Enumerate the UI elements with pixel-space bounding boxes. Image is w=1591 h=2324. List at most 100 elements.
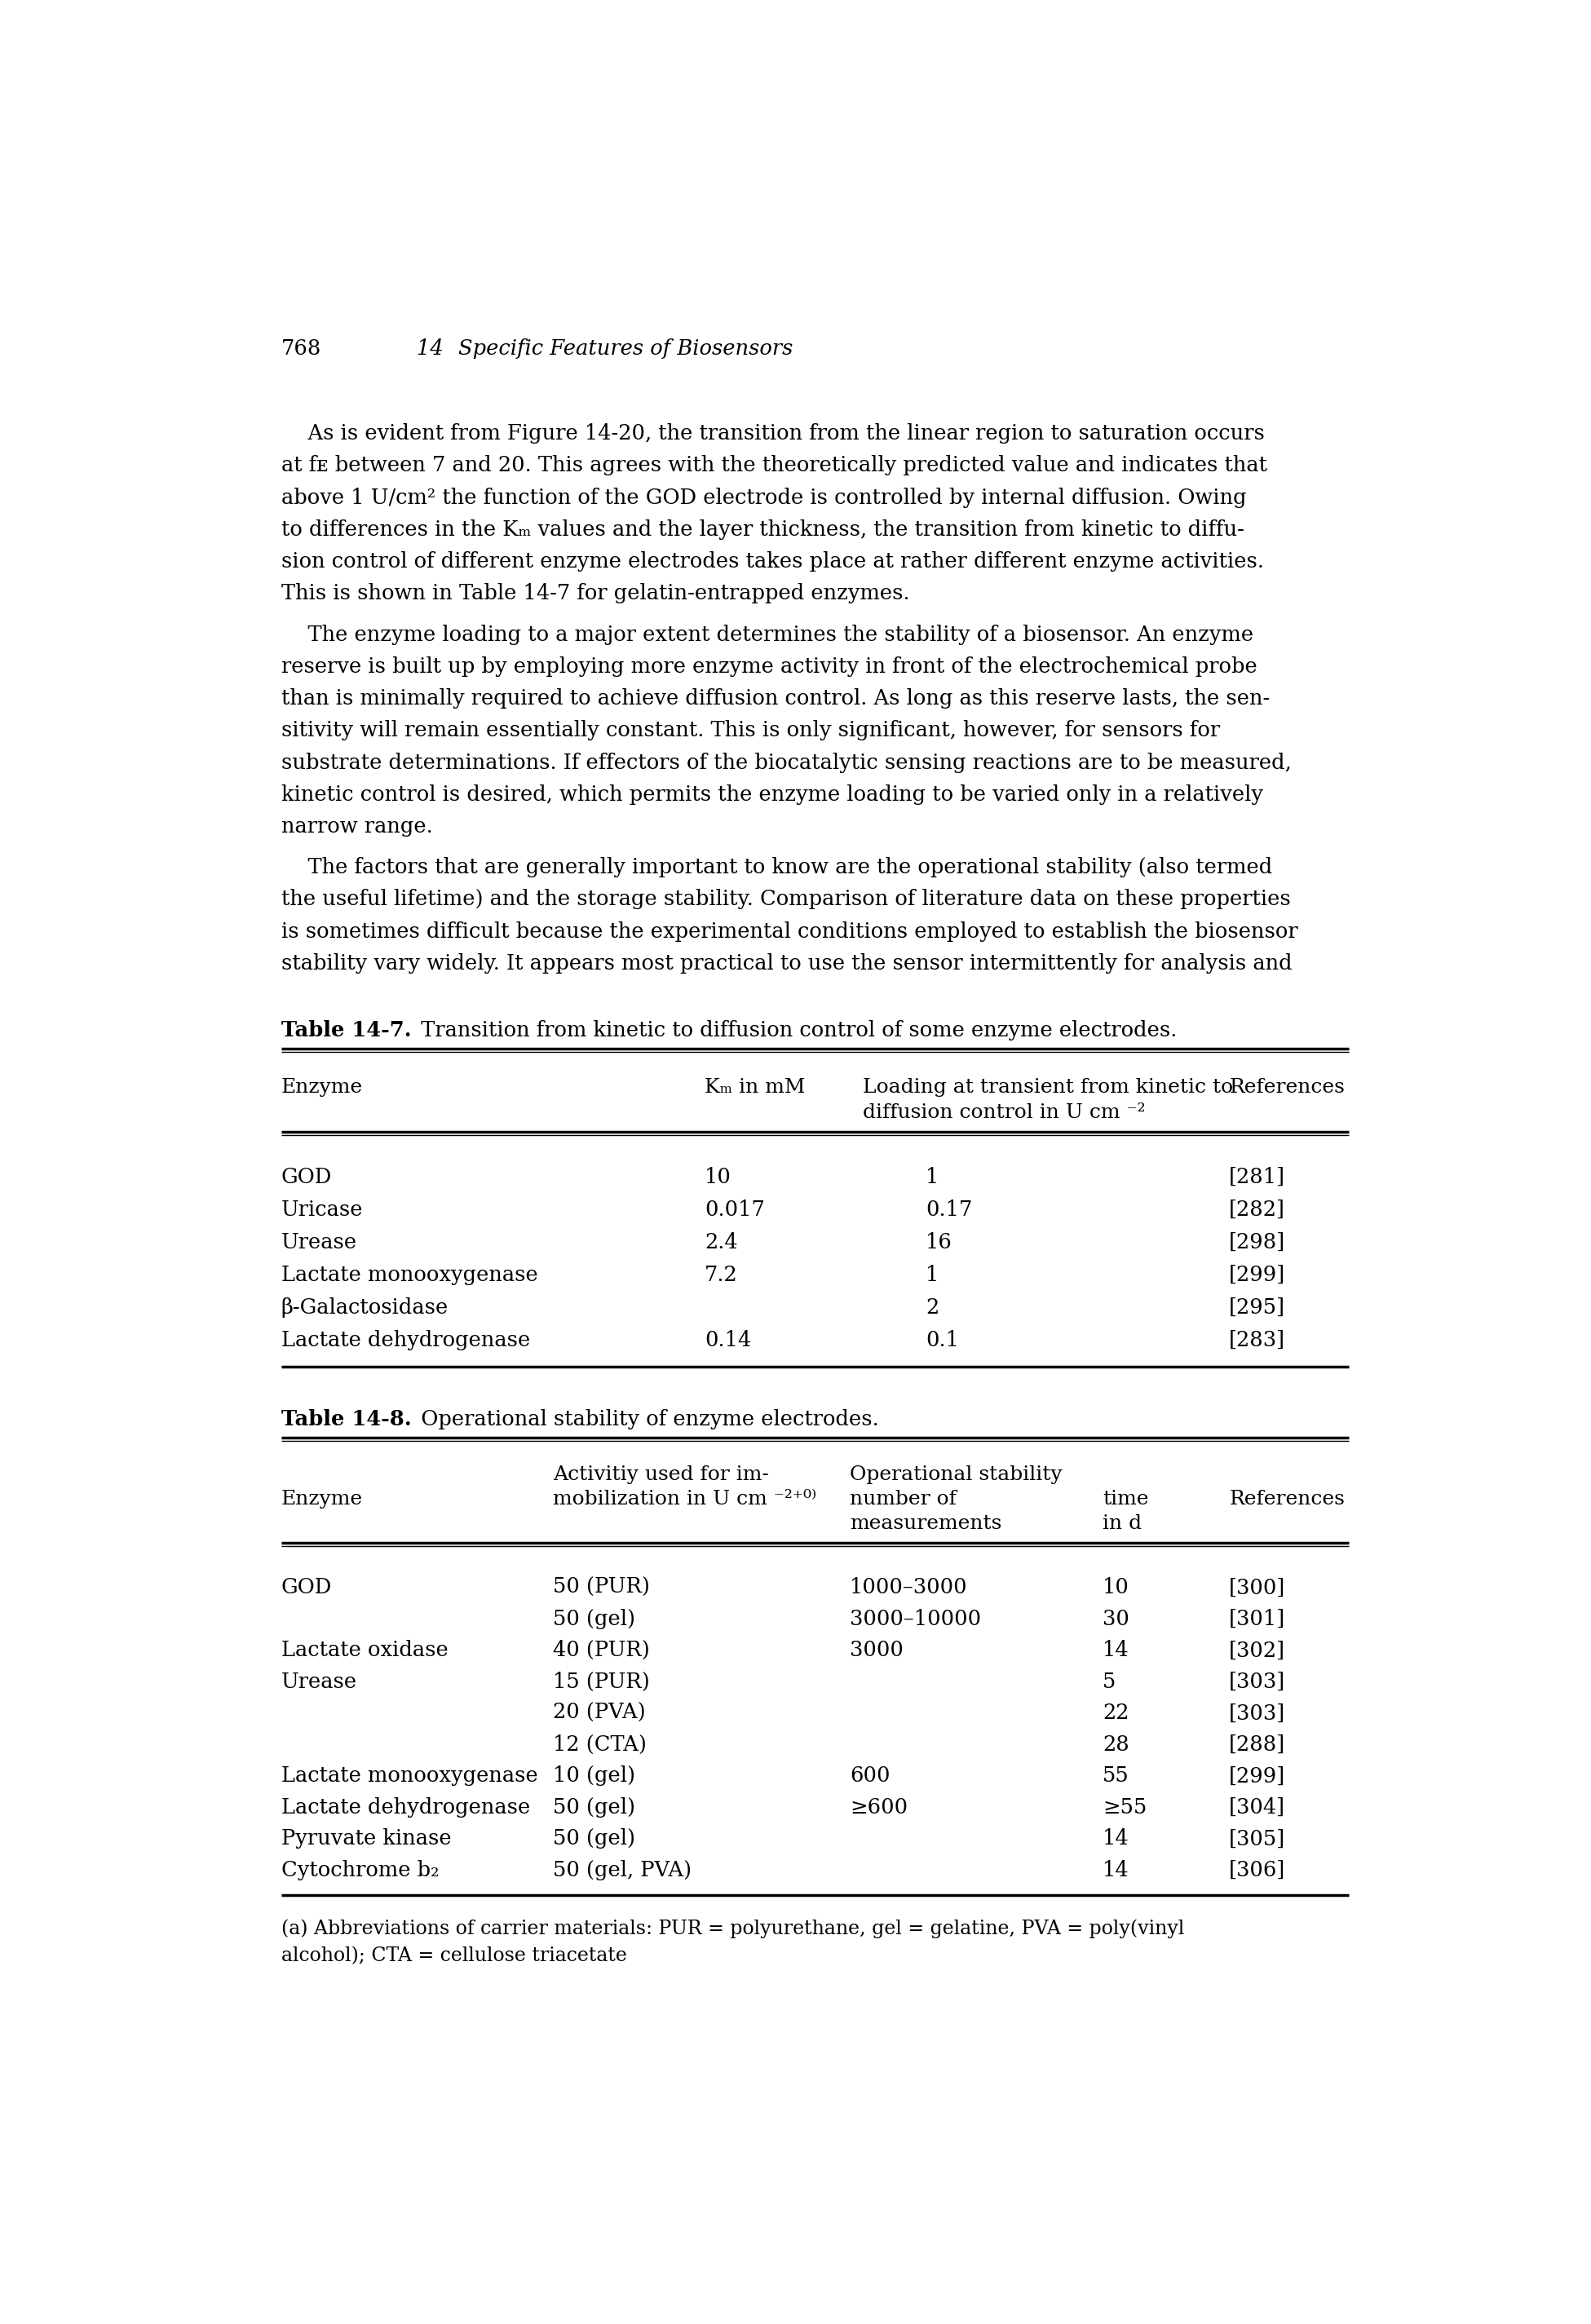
Text: Urease: Urease xyxy=(282,1671,356,1692)
Text: kinetic control is desired, which permits the enzyme loading to be varied only i: kinetic control is desired, which permit… xyxy=(282,783,1263,804)
Text: [301]: [301] xyxy=(1228,1608,1286,1629)
Text: 15 (PUR): 15 (PUR) xyxy=(552,1671,649,1692)
Text: 1: 1 xyxy=(926,1167,939,1188)
Text: [302]: [302] xyxy=(1228,1641,1286,1662)
Text: As is evident from Figure 14-20, the transition from the linear region to satura: As is evident from Figure 14-20, the tra… xyxy=(282,423,1265,444)
Text: [299]: [299] xyxy=(1228,1264,1286,1285)
Text: Specific Features of Biosensors: Specific Features of Biosensors xyxy=(458,339,792,358)
Text: Cytochrome b₂: Cytochrome b₂ xyxy=(282,1859,439,1880)
Text: 0.14: 0.14 xyxy=(705,1329,751,1350)
Text: 14: 14 xyxy=(417,339,457,358)
Text: GOD: GOD xyxy=(282,1578,333,1597)
Text: The enzyme loading to a major extent determines the stability of a biosensor. An: The enzyme loading to a major extent det… xyxy=(282,625,1254,644)
Text: 50 (gel): 50 (gel) xyxy=(552,1796,635,1817)
Text: Urease: Urease xyxy=(282,1232,356,1253)
Text: 5: 5 xyxy=(1103,1671,1115,1692)
Text: 14: 14 xyxy=(1103,1641,1130,1662)
Text: 14: 14 xyxy=(1103,1859,1130,1880)
Text: number of: number of xyxy=(850,1490,956,1508)
Text: Lactate monooxygenase: Lactate monooxygenase xyxy=(282,1766,538,1787)
Text: substrate determinations. If effectors of the biocatalytic sensing reactions are: substrate determinations. If effectors o… xyxy=(282,753,1292,772)
Text: 20 (PVA): 20 (PVA) xyxy=(552,1703,646,1724)
Text: References: References xyxy=(1228,1490,1344,1508)
Text: sitivity will remain essentially constant. This is only significant, however, fo: sitivity will remain essentially constan… xyxy=(282,720,1220,741)
Text: Enzyme: Enzyme xyxy=(282,1078,363,1097)
Text: Activitiy used for im-: Activitiy used for im- xyxy=(552,1464,768,1483)
Text: narrow range.: narrow range. xyxy=(282,816,433,837)
Text: [295]: [295] xyxy=(1228,1297,1286,1318)
Text: (a) Abbreviations of carrier materials: PUR = polyurethane, gel = gelatine, PVA : (a) Abbreviations of carrier materials: … xyxy=(282,1920,1184,1938)
Text: 14: 14 xyxy=(1103,1829,1130,1850)
Text: Lactate dehydrogenase: Lactate dehydrogenase xyxy=(282,1329,530,1350)
Text: diffusion control in U cm ⁻²: diffusion control in U cm ⁻² xyxy=(862,1104,1146,1122)
Text: The factors that are generally important to know are the operational stability (: The factors that are generally important… xyxy=(282,858,1273,878)
Text: 10 (gel): 10 (gel) xyxy=(552,1766,635,1787)
Text: 2.4: 2.4 xyxy=(705,1232,738,1253)
Text: Table 14-8.: Table 14-8. xyxy=(282,1408,412,1429)
Text: Lactate oxidase: Lactate oxidase xyxy=(282,1641,449,1662)
Text: in d: in d xyxy=(1103,1513,1142,1534)
Text: 3000–10000: 3000–10000 xyxy=(850,1608,982,1629)
Text: Loading at transient from kinetic to: Loading at transient from kinetic to xyxy=(862,1078,1233,1097)
Text: mobilization in U cm ⁻²⁺⁰⁾: mobilization in U cm ⁻²⁺⁰⁾ xyxy=(552,1490,816,1508)
Text: 10: 10 xyxy=(705,1167,732,1188)
Text: GOD: GOD xyxy=(282,1167,333,1188)
Text: [283]: [283] xyxy=(1228,1329,1286,1350)
Text: 12 (CTA): 12 (CTA) xyxy=(552,1734,646,1755)
Text: Transition from kinetic to diffusion control of some enzyme electrodes.: Transition from kinetic to diffusion con… xyxy=(407,1020,1177,1041)
Text: than is minimally required to achieve diffusion control. As long as this reserve: than is minimally required to achieve di… xyxy=(282,688,1270,709)
Text: β-Galactosidase: β-Galactosidase xyxy=(282,1297,449,1318)
Text: Operational stability: Operational stability xyxy=(850,1464,1063,1483)
Text: Lactate monooxygenase: Lactate monooxygenase xyxy=(282,1264,538,1285)
Text: [298]: [298] xyxy=(1228,1232,1286,1253)
Text: References: References xyxy=(1228,1078,1344,1097)
Text: 50 (gel): 50 (gel) xyxy=(552,1829,635,1850)
Text: 16: 16 xyxy=(926,1232,953,1253)
Text: ≥55: ≥55 xyxy=(1103,1796,1147,1817)
Text: [300]: [300] xyxy=(1228,1578,1286,1597)
Text: [306]: [306] xyxy=(1228,1859,1286,1880)
Text: [299]: [299] xyxy=(1228,1766,1286,1787)
Text: 0.17: 0.17 xyxy=(926,1199,972,1220)
Text: 2: 2 xyxy=(926,1297,939,1318)
Text: Operational stability of enzyme electrodes.: Operational stability of enzyme electrod… xyxy=(407,1408,878,1429)
Text: [304]: [304] xyxy=(1228,1796,1286,1817)
Text: 0.017: 0.017 xyxy=(705,1199,765,1220)
Text: [282]: [282] xyxy=(1228,1199,1286,1220)
Text: measurements: measurements xyxy=(850,1513,1002,1534)
Text: 600: 600 xyxy=(850,1766,891,1787)
Text: 55: 55 xyxy=(1103,1766,1130,1787)
Text: 768: 768 xyxy=(282,339,321,358)
Text: ≥600: ≥600 xyxy=(850,1796,908,1817)
Text: 50 (gel, PVA): 50 (gel, PVA) xyxy=(552,1859,692,1880)
Text: Kₘ in mM: Kₘ in mM xyxy=(705,1078,805,1097)
Text: [288]: [288] xyxy=(1228,1734,1286,1755)
Text: Enzyme: Enzyme xyxy=(282,1490,363,1508)
Text: the useful lifetime) and the storage stability. Comparison of literature data on: the useful lifetime) and the storage sta… xyxy=(282,890,1290,909)
Text: reserve is built up by employing more enzyme activity in front of the electroche: reserve is built up by employing more en… xyxy=(282,655,1257,676)
Text: [305]: [305] xyxy=(1228,1829,1286,1850)
Text: above 1 U/cm² the function of the GOD electrode is controlled by internal diffus: above 1 U/cm² the function of the GOD el… xyxy=(282,488,1246,507)
Text: [303]: [303] xyxy=(1228,1671,1286,1692)
Text: Lactate dehydrogenase: Lactate dehydrogenase xyxy=(282,1796,530,1817)
Text: to differences in the Kₘ values and the layer thickness, the transition from kin: to differences in the Kₘ values and the … xyxy=(282,518,1244,539)
Text: sion control of different enzyme electrodes takes place at rather different enzy: sion control of different enzyme electro… xyxy=(282,551,1263,572)
Text: 1: 1 xyxy=(926,1264,939,1285)
Text: Uricase: Uricase xyxy=(282,1199,363,1220)
Text: This is shown in Table 14-7 for gelatin-entrapped enzymes.: This is shown in Table 14-7 for gelatin-… xyxy=(282,583,910,604)
Text: 7.2: 7.2 xyxy=(705,1264,738,1285)
Text: Pyruvate kinase: Pyruvate kinase xyxy=(282,1829,452,1850)
Text: 30: 30 xyxy=(1103,1608,1130,1629)
Text: at fᴇ between 7 and 20. This agrees with the theoretically predicted value and i: at fᴇ between 7 and 20. This agrees with… xyxy=(282,456,1266,476)
Text: alcohol); CTA = cellulose triacetate: alcohol); CTA = cellulose triacetate xyxy=(282,1948,627,1966)
Text: time: time xyxy=(1103,1490,1149,1508)
Text: 0.1: 0.1 xyxy=(926,1329,959,1350)
Text: 50 (PUR): 50 (PUR) xyxy=(552,1578,649,1597)
Text: 22: 22 xyxy=(1103,1703,1130,1724)
Text: 3000: 3000 xyxy=(850,1641,904,1662)
Text: 40 (PUR): 40 (PUR) xyxy=(552,1641,649,1662)
Text: 28: 28 xyxy=(1103,1734,1130,1755)
Text: 1000–3000: 1000–3000 xyxy=(850,1578,967,1597)
Text: is sometimes difficult because the experimental conditions employed to establish: is sometimes difficult because the exper… xyxy=(282,920,1298,941)
Text: 10: 10 xyxy=(1103,1578,1130,1597)
